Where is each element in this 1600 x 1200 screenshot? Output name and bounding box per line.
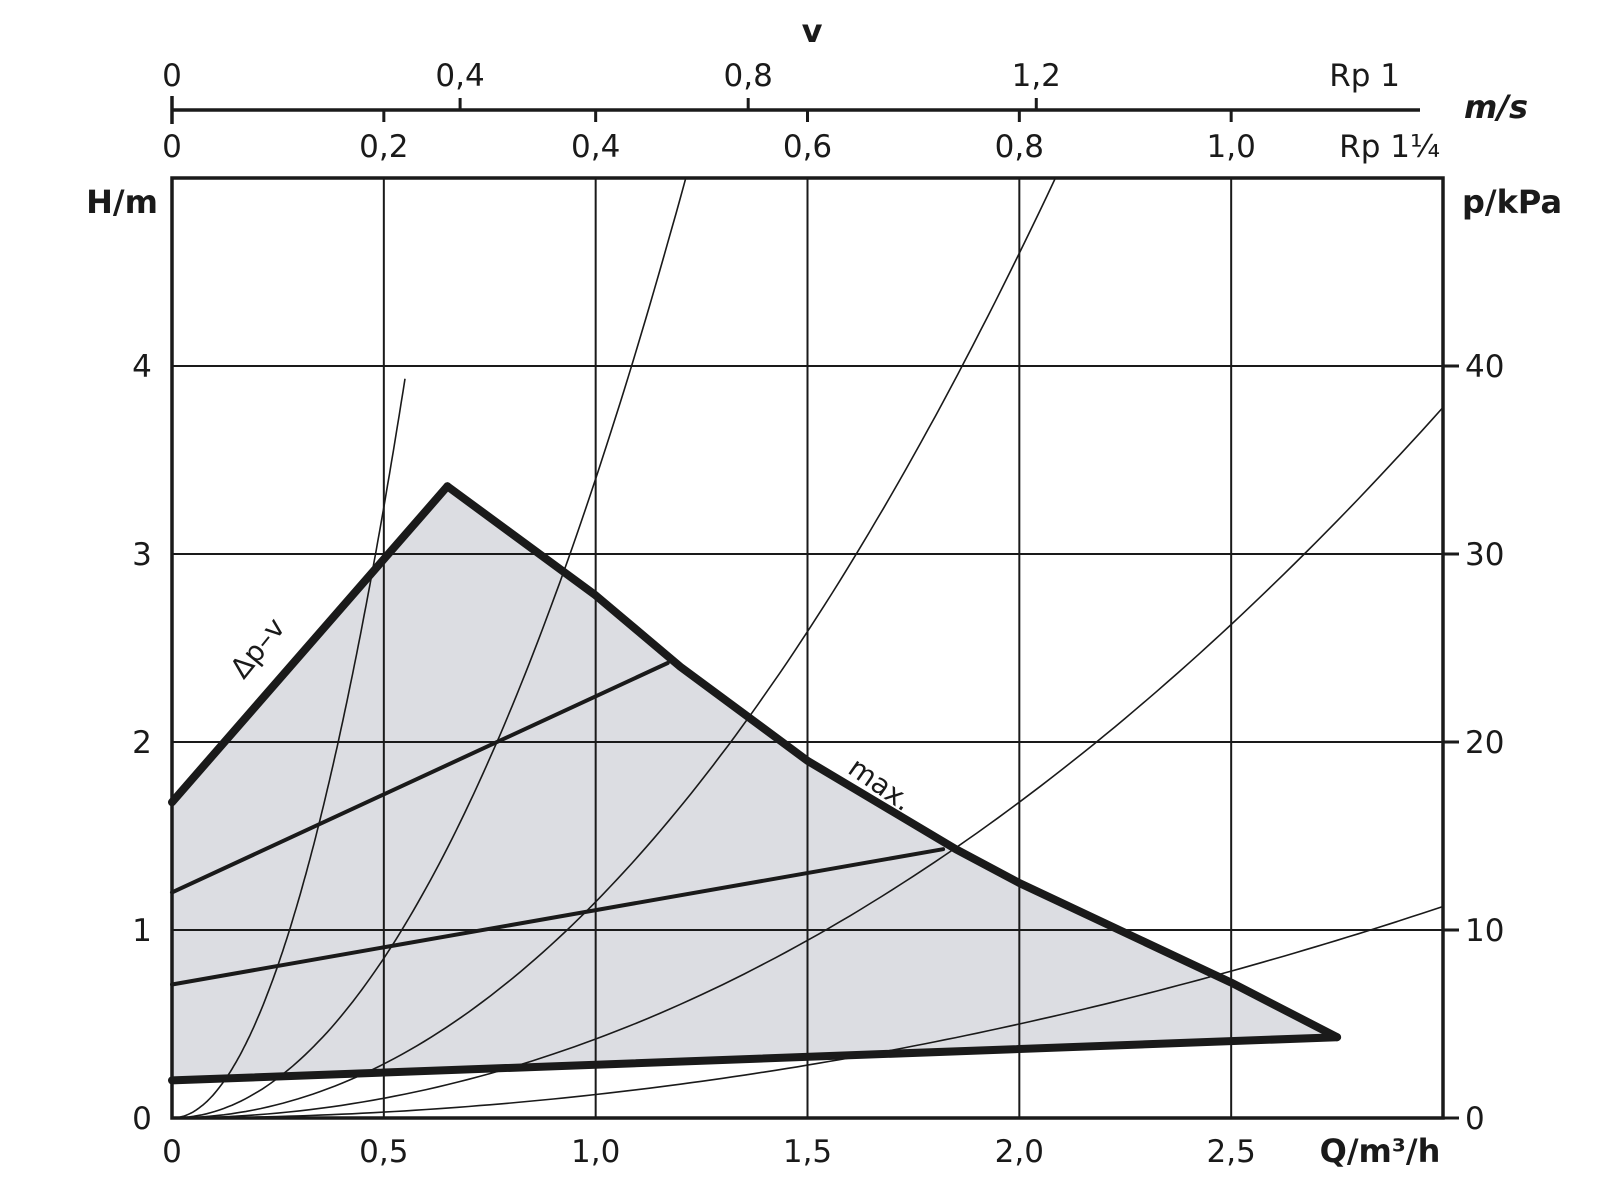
top-tick-label-0-1: 0,4 (435, 58, 484, 94)
x-axis-label: Q/m³/h (1320, 1132, 1441, 1170)
right-tick-label-3: 30 (1465, 537, 1504, 573)
top-tick-label-1-5: 1,0 (1207, 129, 1256, 165)
plot-frame (170, 176, 1445, 1120)
system-curve-4 (172, 905, 1444, 1119)
system-curve-2 (171, 177, 1057, 1119)
pump-curve-1 (443, 482, 1342, 1042)
right-axis-label: p/kPa (1462, 183, 1562, 221)
y-tick-label-0: 0 (132, 1101, 152, 1137)
y-tick-label-4: 4 (132, 349, 152, 385)
top-tick-label-1-4: 0,8 (995, 129, 1044, 165)
x-tick-label-2: 1,0 (571, 1134, 620, 1170)
system-curve-3 (172, 406, 1444, 1119)
system-curve-1 (171, 177, 687, 1119)
operating-region-fill (172, 486, 1338, 1081)
system-curves (171, 177, 1444, 1119)
top-tick-label-0-2: 0,8 (724, 58, 773, 94)
top-tick-label-1-2: 0,4 (571, 129, 620, 165)
system-curve-0 (171, 378, 406, 1119)
right-tick-label-0: 0 (1465, 1101, 1485, 1137)
left-axis-label: H/m (86, 183, 158, 221)
y-tick-label-2: 2 (132, 725, 152, 761)
top-tick-label-0-3: 1,2 (1012, 58, 1061, 94)
pump-curves (168, 482, 1342, 1085)
right-tick-label-4: 40 (1465, 349, 1504, 385)
y-tick-label-1: 1 (132, 913, 152, 949)
x-tick-label-4: 2,0 (995, 1134, 1044, 1170)
x-tick-label-5: 2,5 (1207, 1134, 1256, 1170)
y-tick-label-3: 3 (132, 537, 152, 573)
right-tick-label-1: 10 (1465, 913, 1504, 949)
top-scale-name-2: Rp 1¼ (1339, 129, 1440, 165)
top-tick-label-0-0: 0 (162, 58, 182, 94)
pump-curve-2 (168, 1033, 1342, 1085)
x-tick-label-0: 0 (162, 1134, 182, 1170)
top-axis-label: v (802, 12, 823, 50)
pump-curve-3 (170, 661, 670, 895)
x-tick-label-3: 1,5 (783, 1134, 832, 1170)
right-tick-label-2: 20 (1465, 725, 1504, 761)
pump-curve-0 (168, 482, 452, 807)
top-tick-label-1-3: 0,6 (783, 129, 832, 165)
x-tick-label-1: 0,5 (359, 1134, 408, 1170)
top-tick-label-1-1: 0,2 (359, 129, 408, 165)
top-axis-unit: m/s (1464, 88, 1528, 126)
top-tick-label-1-0: 0 (162, 129, 182, 165)
grid (172, 178, 1443, 1118)
top-scale-name-1: Rp 1 (1329, 58, 1400, 94)
pump-curve-4 (170, 847, 946, 987)
operating-region (172, 486, 1338, 1081)
